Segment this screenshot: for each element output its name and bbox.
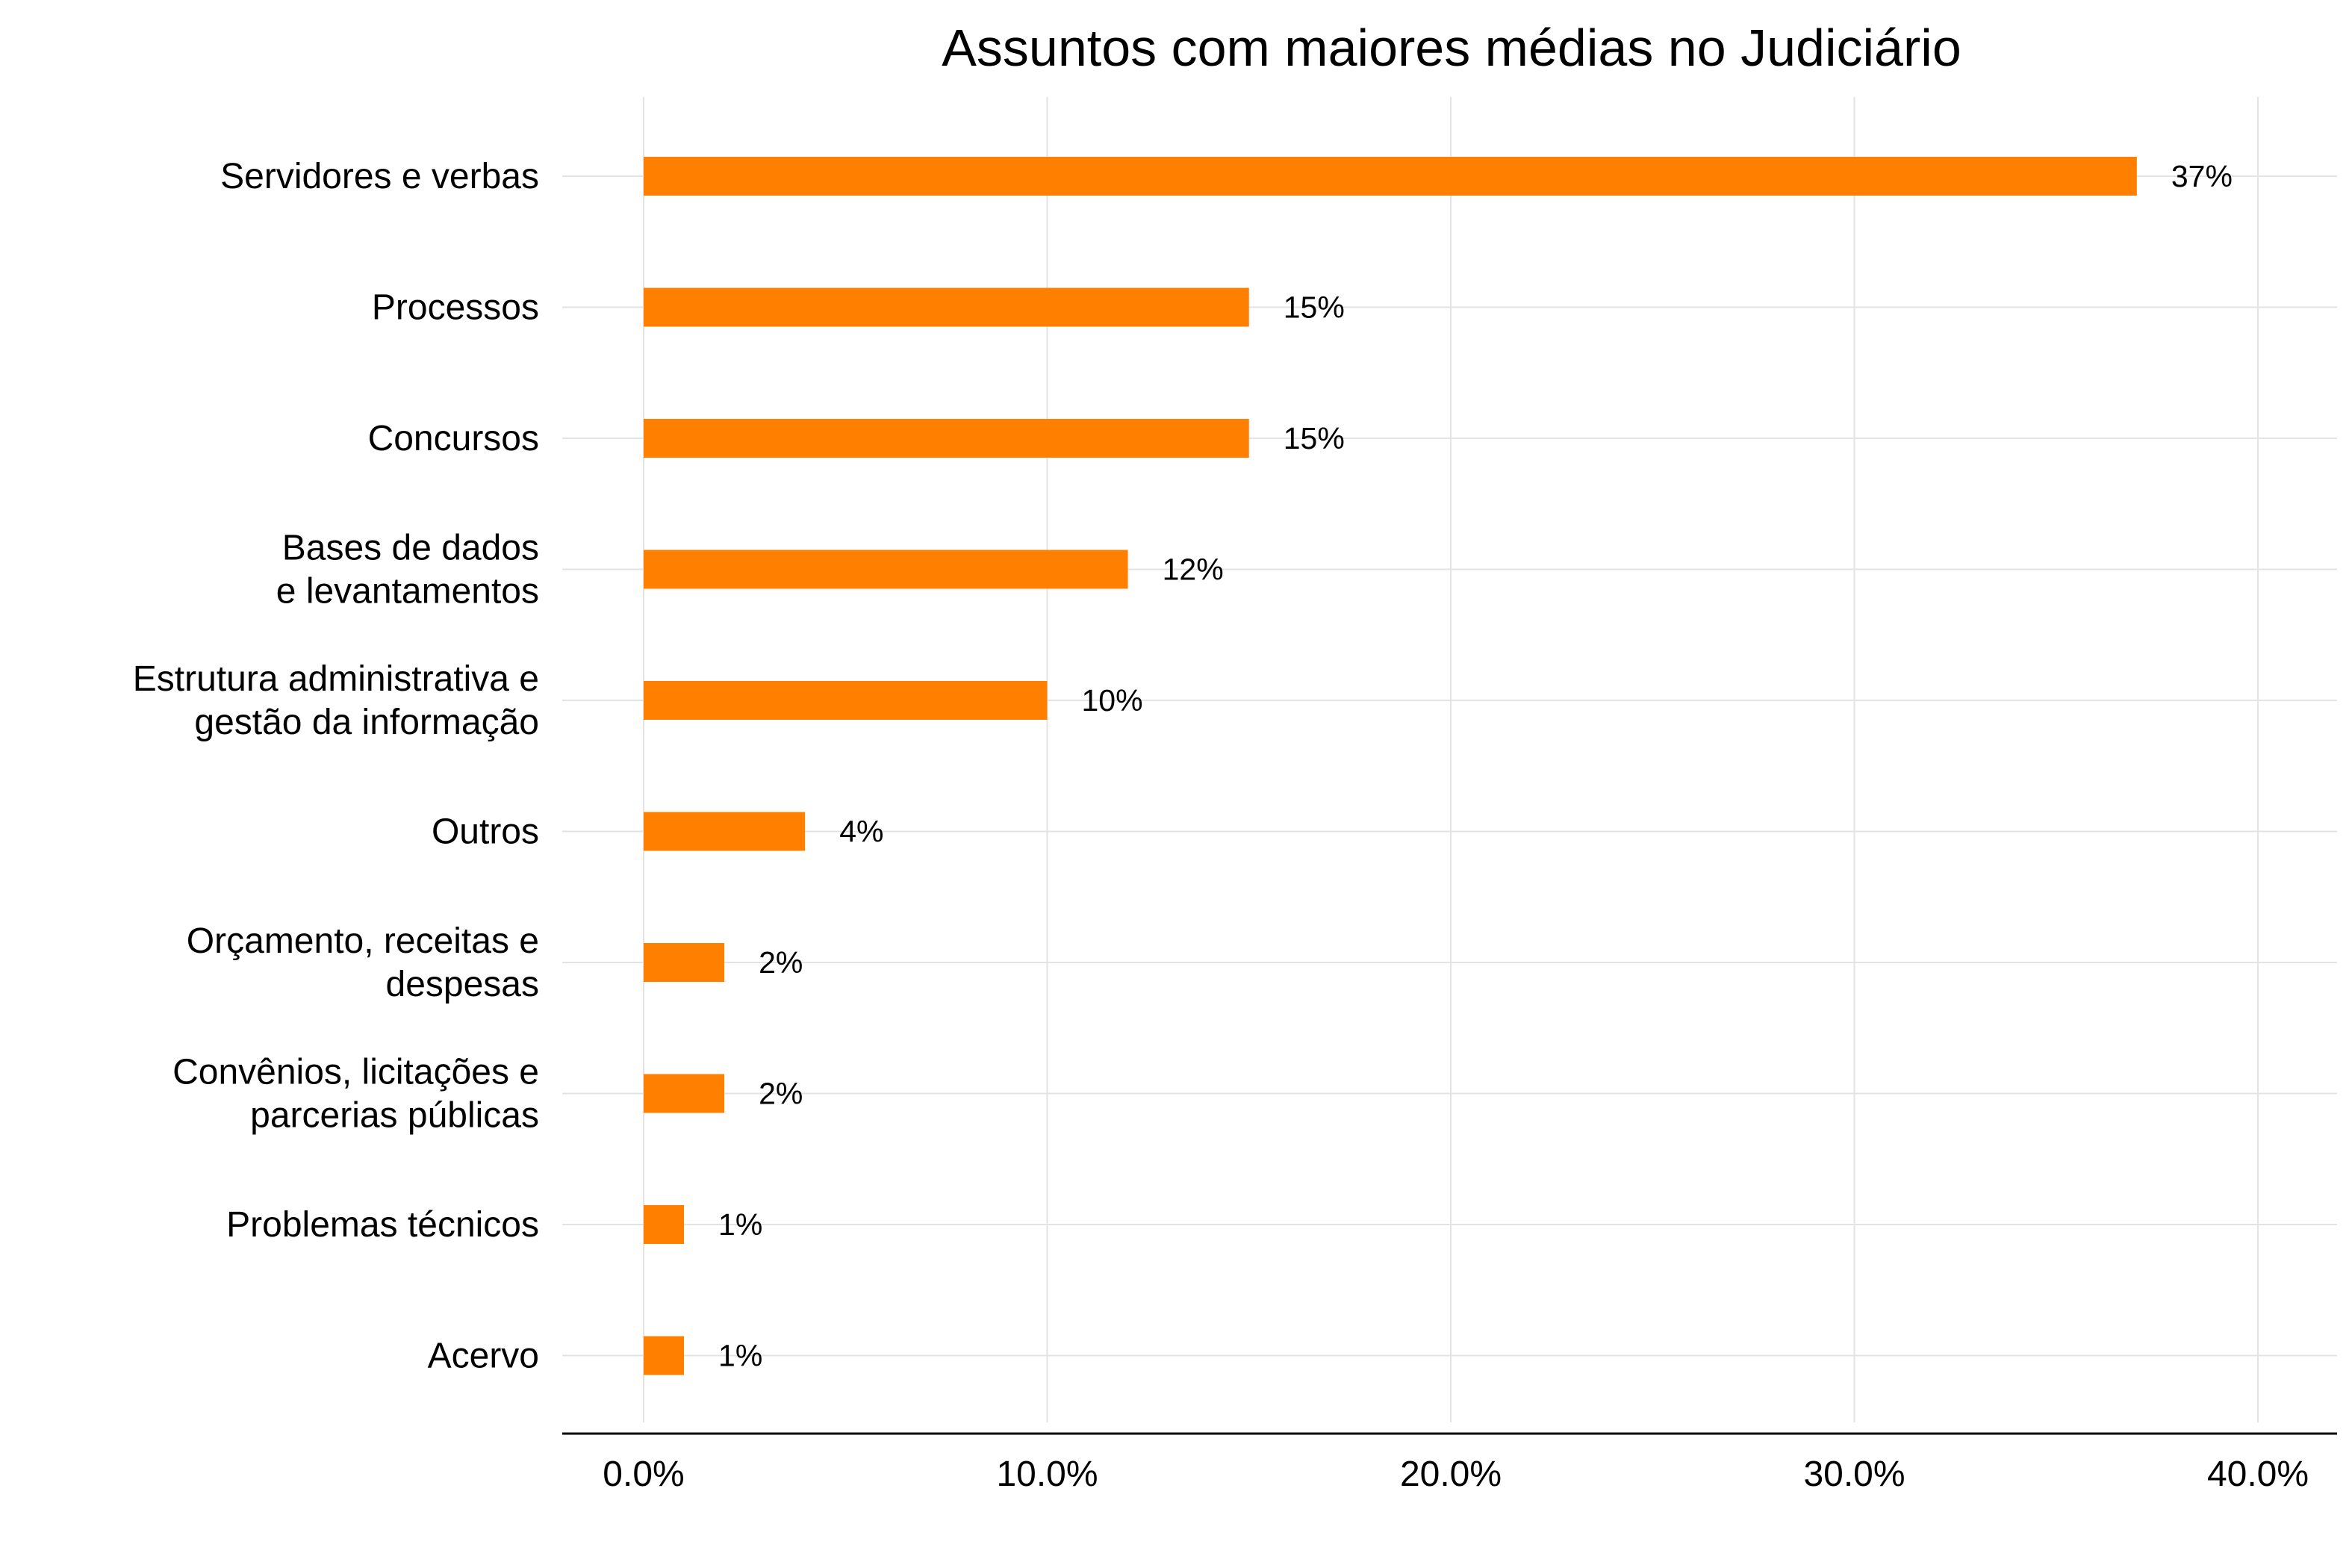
bar xyxy=(644,288,1249,327)
data-labels: 37% 15% 15% 12% 10% 4% 2% 2% 1% 1% xyxy=(718,159,2233,1373)
category-label: Outros xyxy=(432,812,539,851)
bar xyxy=(644,419,1249,458)
data-label: 2% xyxy=(759,945,803,980)
chart-title: Assuntos com maiores médias no Judiciári… xyxy=(942,19,1961,77)
data-label: 10% xyxy=(1082,683,1143,718)
data-label: 37% xyxy=(2171,159,2233,193)
bar xyxy=(644,812,805,851)
category-label: Processos xyxy=(372,287,539,327)
category-label: Convênios, licitações e parcerias pública… xyxy=(172,1052,539,1135)
category-label: Bases de dados e levantamentos xyxy=(276,528,539,611)
category-label: Estrutura administrativa e gestão da info… xyxy=(133,659,539,742)
category-label: Orçamento, receitas e despesas xyxy=(187,921,539,1004)
category-label: Servidores e verbas xyxy=(220,157,539,196)
bar xyxy=(644,1337,684,1375)
data-label: 15% xyxy=(1284,421,1345,455)
bar xyxy=(644,943,724,982)
data-label: 12% xyxy=(1163,553,1224,587)
category-label: Acervo xyxy=(428,1336,539,1375)
x-axis: 0.0% 10.0% 20.0% 30.0% 40.0% xyxy=(562,1434,2337,1494)
category-labels: Servidores e verbas Processos Concursos Bas… xyxy=(133,157,539,1376)
data-label: 2% xyxy=(759,1077,803,1111)
data-label: 1% xyxy=(718,1207,762,1242)
bar xyxy=(644,157,2137,196)
data-label: 15% xyxy=(1284,290,1345,325)
data-label: 1% xyxy=(718,1339,762,1373)
x-tick-label: 30.0% xyxy=(1803,1455,1905,1494)
category-label: Problemas técnicos xyxy=(226,1205,539,1245)
data-label: 4% xyxy=(839,815,883,849)
x-tick-label: 10.0% xyxy=(996,1455,1098,1494)
x-tick-label: 20.0% xyxy=(1400,1455,1502,1494)
bar xyxy=(644,550,1128,589)
x-tick-label: 40.0% xyxy=(2207,1455,2309,1494)
category-label: Concursos xyxy=(368,419,539,458)
bar xyxy=(644,681,1048,720)
bars xyxy=(644,157,2137,1375)
x-tick-label: 0.0% xyxy=(603,1455,684,1494)
bar xyxy=(644,1074,724,1113)
bar xyxy=(644,1205,684,1244)
